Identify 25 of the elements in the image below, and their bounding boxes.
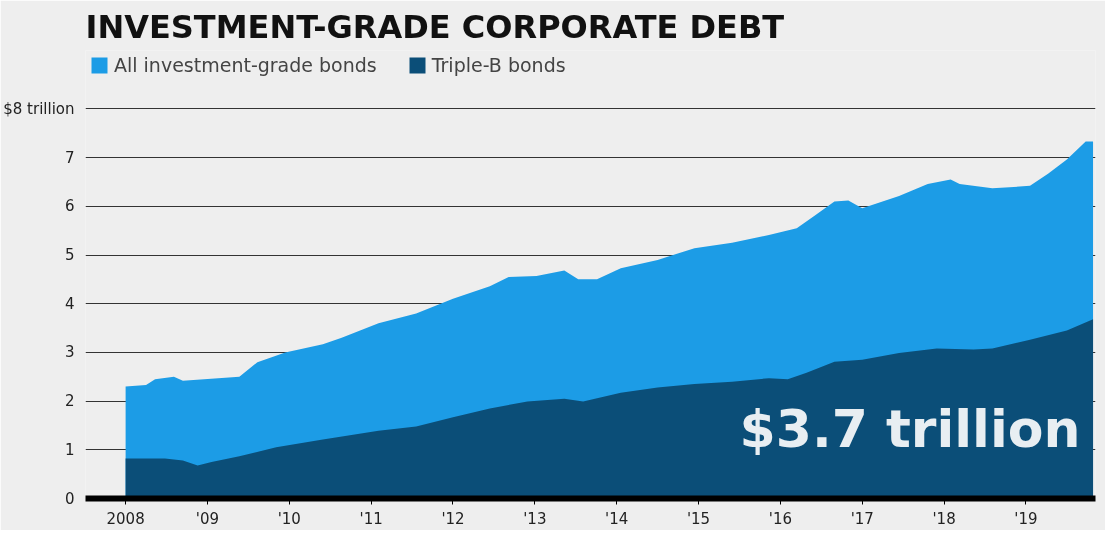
x-tick-label: '16: [768, 509, 792, 528]
annotation: $3.7 trillion: [739, 398, 1081, 459]
y-tick-label: 7: [64, 148, 75, 167]
x-tick-label: '11: [359, 509, 383, 528]
legend-label: All investment-grade bonds: [114, 54, 377, 76]
x-tick-label: '17: [850, 509, 874, 528]
y-tick-label: 5: [64, 246, 75, 265]
x-tick-label: '14: [605, 509, 629, 528]
y-tick-label: 3: [64, 343, 75, 362]
x-tick-label: 2008: [106, 509, 145, 528]
x-tick-label: '12: [441, 509, 465, 528]
y-tick-label: 6: [64, 197, 75, 216]
x-tick-label: '15: [686, 509, 711, 528]
y-tick-label: 2: [64, 392, 75, 411]
x-tick-label: '18: [932, 509, 956, 528]
x-tick-label: '09: [195, 509, 220, 528]
y-tick-label: 0: [64, 489, 75, 508]
legend-label: Triple-B bonds: [431, 54, 566, 76]
y-tick-label: 4: [64, 294, 75, 313]
x-tick-label: '13: [523, 509, 547, 528]
y-tick-label: $8 trillion: [3, 99, 75, 118]
x-tick-label: '19: [1014, 509, 1038, 528]
x-tick-label: '10: [277, 509, 301, 528]
chart-title: INVESTMENT-GRADE CORPORATE DEBT: [85, 7, 785, 46]
y-tick-label: 1: [64, 440, 75, 459]
